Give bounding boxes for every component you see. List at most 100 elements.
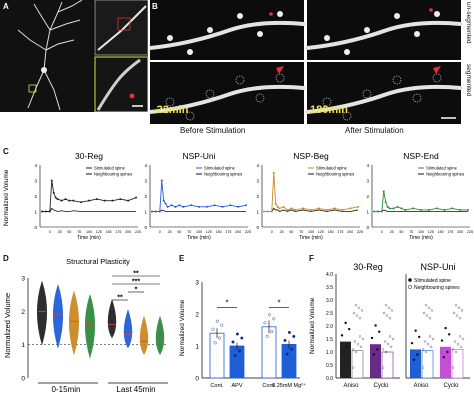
data-point [265,334,269,338]
x-tick-label: Aniso [343,383,359,389]
neighbouring-point [458,316,462,320]
x-tick-label: 200 [457,230,463,234]
subplot-title: NSP-Uni [420,262,455,272]
x-tick-label: 100 [308,230,314,234]
stimulated-spine-point [282,205,285,208]
neighbouring-point [425,314,429,317]
x-tick-label: 175 [115,230,121,234]
neighbouring-point [355,314,359,317]
panel-b-letter: B [152,2,158,11]
neighbouring-bar [381,351,394,379]
y-tick-label: 0.0 [326,376,333,382]
significance-marker: * [225,299,228,308]
stimulated-spine-point [178,204,181,207]
stimulated-point [374,324,377,327]
stimulated-spine-point [276,205,279,208]
stimulated-spine-point [396,205,399,208]
legend-label-neighbouring: Neighbouring spines [426,172,464,177]
time-before-label: -22min [153,104,189,116]
panel-c-letter: C [3,147,9,156]
neighbouring-point [385,314,389,317]
subplot-title: NSP-End [403,151,439,161]
x-tick-label: 75 [409,230,413,234]
y-tick-label: 1 [34,210,37,215]
neighbouring-point [424,304,428,307]
x-tick-label: 50 [177,230,181,234]
y-tick-label: 2 [21,309,25,316]
x-tick-label: 0 [49,230,51,234]
neighbouring-point [422,311,426,315]
x-group-label: 0-15min [52,385,81,394]
panel-f-chart: Normalized Volume 0.0 0.5 1.0 1.5 2.0 2.5 3.0 3.… [309,262,470,389]
stimulated-spine-line [41,180,137,212]
x-tick-label: 150 [106,230,112,234]
legend-label-neighbouring: Neighbouring spines [414,285,460,291]
panel-a: A [0,0,149,113]
stimulated-point [416,353,419,356]
neighbouring-spines-line [373,209,469,212]
stimulated-spine-point [60,199,63,202]
stimulated-spine-point [412,207,415,210]
neighbouring-point [451,348,455,351]
neighbouring-point [431,337,435,341]
stimulated-point [440,339,444,342]
significance-marker: * [135,287,138,294]
stimulated-spine-point [182,205,185,208]
data-point [235,332,239,336]
y-tick-label: 4.0 [326,272,333,278]
stimulated-spine-point [376,210,379,213]
x-tick-label: APV [231,383,242,389]
y-tick-label: 0.5 [326,363,333,369]
x-tick-label: 125 [206,230,212,234]
stimulated-point [418,335,421,339]
violin-shape [85,293,95,359]
y-tick-label: 3.5 [326,285,333,291]
stimulated-bar [340,341,351,378]
data-point [215,319,219,323]
bar [229,345,245,379]
stimulated-spine-point [384,201,387,204]
stimulated-spine-point [443,208,446,211]
stimulated-spine-point [262,210,265,213]
stimulated-spine-point [400,207,403,210]
neighbouring-bar [421,350,434,379]
x-tick-label: Cyclo [373,383,389,389]
stimulated-spine-point [341,208,344,211]
stimulated-bar [440,346,451,378]
panel-d-letter: D [3,254,9,263]
time-after-label: 180min [310,104,348,116]
stimulated-spine-point [451,207,454,210]
stimulated-spine-point [135,196,138,199]
stimulated-point [348,327,351,331]
y-tick-label: 1 [256,210,259,215]
stimulated-spine-point [386,205,389,208]
neighbouring-point [453,340,457,343]
panel-f: F Normalized Volume 0.0 0.5 1.0 1.5 2.0 2.5 3.0… [306,252,474,412]
violin-shape [123,308,133,349]
stimulated-point [414,329,417,332]
violin-shape [53,283,63,349]
neighbouring-point [430,309,434,312]
neighbouring-point [424,350,428,354]
neighbouring-point [360,309,364,312]
neighbouring-point [351,348,355,351]
neighbouring-point [383,340,387,343]
stimulated-point [446,350,449,354]
stimulated-point [372,353,375,356]
data-point [211,327,215,331]
neighbouring-point [421,348,425,351]
stimulated-spine-point [278,207,281,210]
arrow-marker-icon [433,66,441,74]
stimulated-spine-point [166,205,169,208]
legend-label-stimulated: Stimulated spine [204,166,236,171]
y-tick-label: 2.0 [326,324,333,330]
y-tick-label: 0 [34,225,37,230]
x-axis-label: Time (min) [187,235,211,241]
x-tick-label: 125 [96,230,102,234]
stimulated-spine-point [286,208,289,211]
stimulated-spine-point [50,179,53,182]
violin-shape [37,280,47,346]
legend-label-stimulated: Stimulated spine [426,166,458,171]
stimulated-spine-point [158,210,161,213]
